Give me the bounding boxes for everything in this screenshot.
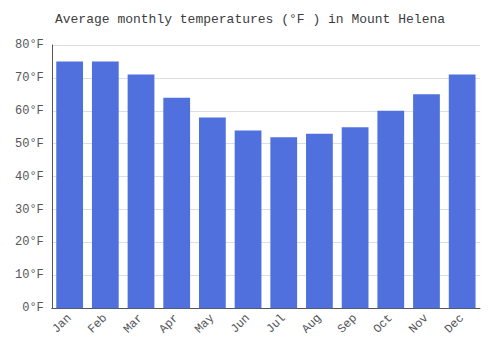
svg-text:Jun: Jun xyxy=(228,311,253,336)
svg-text:0°F: 0°F xyxy=(22,301,44,315)
svg-text:Feb: Feb xyxy=(85,311,110,336)
svg-text:70°F: 70°F xyxy=(15,71,44,85)
svg-text:Nov: Nov xyxy=(406,311,431,336)
svg-text:60°F: 60°F xyxy=(15,104,44,118)
svg-text:Mar: Mar xyxy=(121,311,146,336)
svg-text:Jul: Jul xyxy=(264,311,289,336)
svg-text:80°F: 80°F xyxy=(15,38,44,52)
svg-text:Average monthly temperatures (: Average monthly temperatures (°F ) in Mo… xyxy=(55,12,445,27)
svg-text:Jan: Jan xyxy=(49,311,74,336)
svg-text:30°F: 30°F xyxy=(15,203,44,217)
svg-text:Oct: Oct xyxy=(371,311,396,336)
svg-text:20°F: 20°F xyxy=(15,235,44,249)
svg-text:Apr: Apr xyxy=(156,311,181,336)
svg-text:May: May xyxy=(192,311,217,336)
svg-text:Dec: Dec xyxy=(442,311,467,336)
svg-text:50°F: 50°F xyxy=(15,137,44,151)
svg-text:Sep: Sep xyxy=(335,311,360,336)
svg-text:Aug: Aug xyxy=(299,311,324,336)
svg-text:40°F: 40°F xyxy=(15,170,44,184)
svg-text:10°F: 10°F xyxy=(15,268,44,282)
